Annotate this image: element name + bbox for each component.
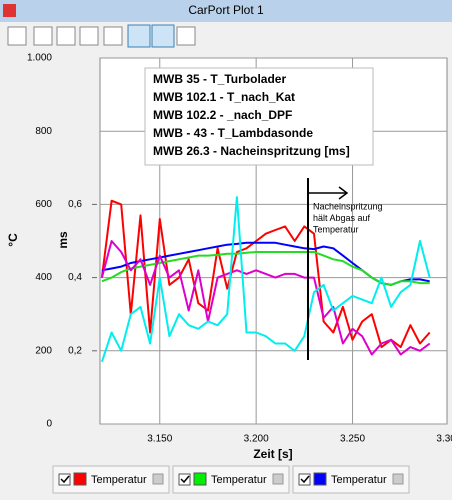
y-axis-label: °C xyxy=(6,233,20,247)
series-toggle[interactable] xyxy=(292,465,410,494)
x-tick-label: 3.150 xyxy=(147,434,172,445)
series-toggle[interactable] xyxy=(52,465,170,494)
checkbox xyxy=(298,473,311,486)
series-line xyxy=(100,199,431,349)
title-bar xyxy=(0,0,452,22)
color-swatch xyxy=(73,472,87,486)
y-tick-label: 800 xyxy=(35,126,52,137)
y-tick-label: 200 xyxy=(35,345,52,356)
y2-tick-label: 0,4 xyxy=(68,272,82,283)
toggle-label: Temperatur xyxy=(91,474,147,486)
tool-button[interactable] xyxy=(7,26,27,46)
x-axis-label: Zeit [s] xyxy=(253,447,292,461)
y2-tick-label: 0,6 xyxy=(68,199,82,210)
tool-button[interactable] xyxy=(79,26,99,46)
legend-entry: MWB 35 - T_Turbolader xyxy=(153,72,286,86)
y-tick-label: 400 xyxy=(35,272,52,283)
legend-box xyxy=(144,67,374,166)
y-tick-label: 0 xyxy=(46,419,52,430)
tool-button[interactable] xyxy=(127,24,151,48)
legend-entry: MWB - 43 - T_Lambdasonde xyxy=(153,126,313,140)
annotation-text: Temperatur xyxy=(313,224,359,234)
color-swatch xyxy=(313,472,327,486)
x-tick-label: 3.200 xyxy=(244,434,269,445)
x-tick-label: 3.250 xyxy=(340,434,365,445)
toggle-label: Temperatur xyxy=(211,474,267,486)
y2-axis-label: ms xyxy=(56,231,70,249)
annotation-arrowhead xyxy=(338,186,349,200)
checkmark xyxy=(300,475,310,484)
checkmark xyxy=(180,475,190,484)
color-swatch xyxy=(193,472,207,486)
series-line xyxy=(100,240,431,356)
plot: MWB 35 - T_Turbolader MWB 102.1 - T_nach_… xyxy=(100,57,447,425)
remove-button[interactable] xyxy=(272,473,284,485)
tool-button[interactable] xyxy=(151,24,175,48)
checkmark xyxy=(60,475,70,484)
x-tick-label: 3.300 xyxy=(436,434,452,445)
y2-tick-label: 0,2 xyxy=(68,345,82,356)
remove-button[interactable] xyxy=(392,473,404,485)
remove-button[interactable] xyxy=(152,473,164,485)
series-line xyxy=(100,196,431,363)
y-tick-label: 600 xyxy=(35,199,52,210)
legend-entry: MWB 102.1 - T_nach_Kat xyxy=(153,90,295,104)
toggle-label: Temperatur xyxy=(331,474,387,486)
tool-button[interactable] xyxy=(103,26,123,46)
annotation-text: hält Abgas auf xyxy=(313,213,371,223)
tool-button[interactable] xyxy=(33,26,53,46)
y-tick-label: 1.000 xyxy=(27,53,52,64)
tool-button[interactable] xyxy=(56,26,76,46)
toolbar xyxy=(7,24,196,48)
annotation-text: Nacheinspritzung xyxy=(313,201,383,211)
window-title: CarPort Plot 1 xyxy=(188,3,264,17)
legend-entry: MWB 26.3 - Nacheinspritzung [ms] xyxy=(153,144,350,158)
checkbox xyxy=(178,473,191,486)
app-icon xyxy=(3,4,16,17)
checkbox xyxy=(58,473,71,486)
tool-button[interactable] xyxy=(176,26,196,46)
series-toggle[interactable] xyxy=(172,465,290,494)
legend-entry: MWB 102.2 - _nach_DPF xyxy=(153,108,292,122)
bottom-bar: Temperatur Temperatur Temperatur xyxy=(52,465,410,494)
